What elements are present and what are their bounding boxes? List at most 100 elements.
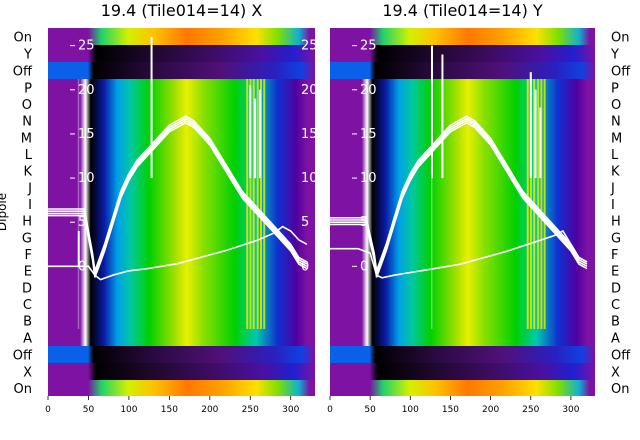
overlay-ytick-label: 15	[360, 127, 377, 142]
heatmap-row-l	[330, 146, 595, 162]
bandpass-line	[48, 121, 308, 278]
overlay-ytick-label: 20	[360, 83, 377, 98]
heatmap-row-f	[48, 246, 315, 262]
heatmap-row-m	[48, 129, 315, 146]
row-label: E	[24, 265, 32, 280]
row-label: N	[611, 115, 621, 130]
bandpass-line	[330, 121, 588, 278]
heatmap-row-k	[330, 162, 595, 179]
xtick-label: 200	[482, 405, 499, 415]
heatmap-row-b	[48, 312, 315, 329]
bandpass-line	[48, 115, 308, 272]
heatmap-row-p	[48, 79, 315, 96]
row-label: Off	[13, 349, 33, 364]
row-label: F	[611, 248, 618, 263]
overlay-ytick-label: 5	[78, 215, 86, 230]
heatmap-row-i	[330, 196, 595, 212]
row-label: J	[27, 182, 32, 197]
heatmap-row-on	[48, 28, 315, 45]
row-label: Off	[611, 65, 631, 80]
heatmap-row-g	[330, 229, 595, 246]
row-label: X	[23, 366, 32, 381]
heatmap-row-m	[330, 129, 595, 146]
heatmap-row-g	[48, 229, 315, 246]
heatmap-row-l	[48, 146, 315, 162]
heatmap-row-k	[48, 162, 315, 179]
row-label: B	[23, 315, 32, 330]
xtick-label: 250	[242, 405, 259, 415]
row-label: I	[611, 198, 615, 213]
heatmap-row-o	[48, 96, 315, 112]
row-label: C	[23, 298, 32, 313]
row-label: O	[611, 98, 621, 113]
overlay-ytick-label: 25	[360, 39, 377, 54]
rfi-stripe	[259, 79, 262, 329]
overlay-ytick-label: 0	[78, 259, 86, 274]
overlay-ytick-label-right: 0	[301, 259, 309, 274]
row-label: On	[14, 382, 32, 397]
rfi-stripe	[263, 79, 266, 329]
heatmap-row-x	[48, 363, 315, 380]
xtick-label: 0	[45, 405, 51, 415]
heatmap-row-d	[330, 279, 595, 296]
overlay-ytick-label: 15	[78, 127, 95, 142]
heatmap-row-b	[330, 312, 595, 329]
row-label: K	[611, 165, 620, 180]
row-label: On	[611, 31, 629, 46]
row-label: O	[22, 98, 32, 113]
row-label: G	[22, 232, 32, 247]
row-label: A	[611, 332, 620, 347]
heatmap-row-a	[330, 329, 595, 346]
heatmap-row-d	[48, 279, 315, 296]
lower-line	[330, 229, 588, 279]
row-label: C	[611, 298, 620, 313]
rfi-stripe	[540, 79, 543, 329]
panel-0: 0 0 5 5 10 10 15 15 20 20 25 25 19.4 (Tile014=14) X O…	[0, 1, 318, 415]
row-label: L	[25, 148, 33, 163]
row-label: X	[611, 366, 620, 381]
lower-line	[48, 225, 308, 281]
row-label: D	[611, 282, 621, 297]
heatmap-row-off	[48, 62, 315, 79]
overlay-ytick-label-right: 20	[301, 83, 318, 98]
xtick-label: 0	[327, 405, 333, 415]
row-label: P	[24, 82, 32, 97]
row-label: H	[611, 215, 621, 230]
row-label: Y	[23, 48, 32, 63]
rfi-stripe	[430, 79, 433, 329]
overlay-ytick-label-right: 25	[301, 39, 318, 54]
row-label: On	[611, 382, 629, 397]
overlay-ytick-label: 20	[78, 83, 95, 98]
xtick-label: 200	[201, 405, 218, 415]
row-label: P	[611, 82, 619, 97]
row-label: J	[610, 182, 615, 197]
xtick-label: 300	[282, 405, 299, 415]
heatmap-row-off	[48, 346, 315, 363]
heatmap-row-p	[330, 79, 595, 96]
overlay-ytick-label: 0	[360, 259, 368, 274]
heatmap-row-j	[48, 179, 315, 196]
heatmap-row-a	[48, 329, 315, 346]
row-label: K	[23, 165, 32, 180]
heatmap-row-i	[48, 196, 315, 212]
row-label: E	[611, 265, 619, 280]
heatmap-row-f	[330, 246, 595, 262]
heatmap-row-c	[48, 296, 315, 312]
overlay-ytick-label: 10	[78, 171, 95, 186]
row-label: A	[23, 332, 32, 347]
row-label: F	[25, 248, 32, 263]
heatmap-row-y	[330, 45, 595, 62]
rfi-stripe	[537, 79, 540, 329]
rfi-stripe	[543, 79, 546, 329]
xtick-label: 150	[442, 405, 459, 415]
heatmap-row-e	[330, 262, 595, 279]
y-axis-label: Dipole	[0, 193, 9, 231]
heatmap-row-on	[330, 380, 595, 396]
panel-1: 0 5 10 15 20 25 19.4 (Tile014=14) Y On Y Off PONML…	[327, 1, 631, 415]
panel-title: 19.4 (Tile014=14) X	[101, 1, 263, 20]
heatmap-row-x	[330, 363, 595, 380]
xtick-label: 100	[120, 405, 137, 415]
row-label: I	[28, 198, 32, 213]
